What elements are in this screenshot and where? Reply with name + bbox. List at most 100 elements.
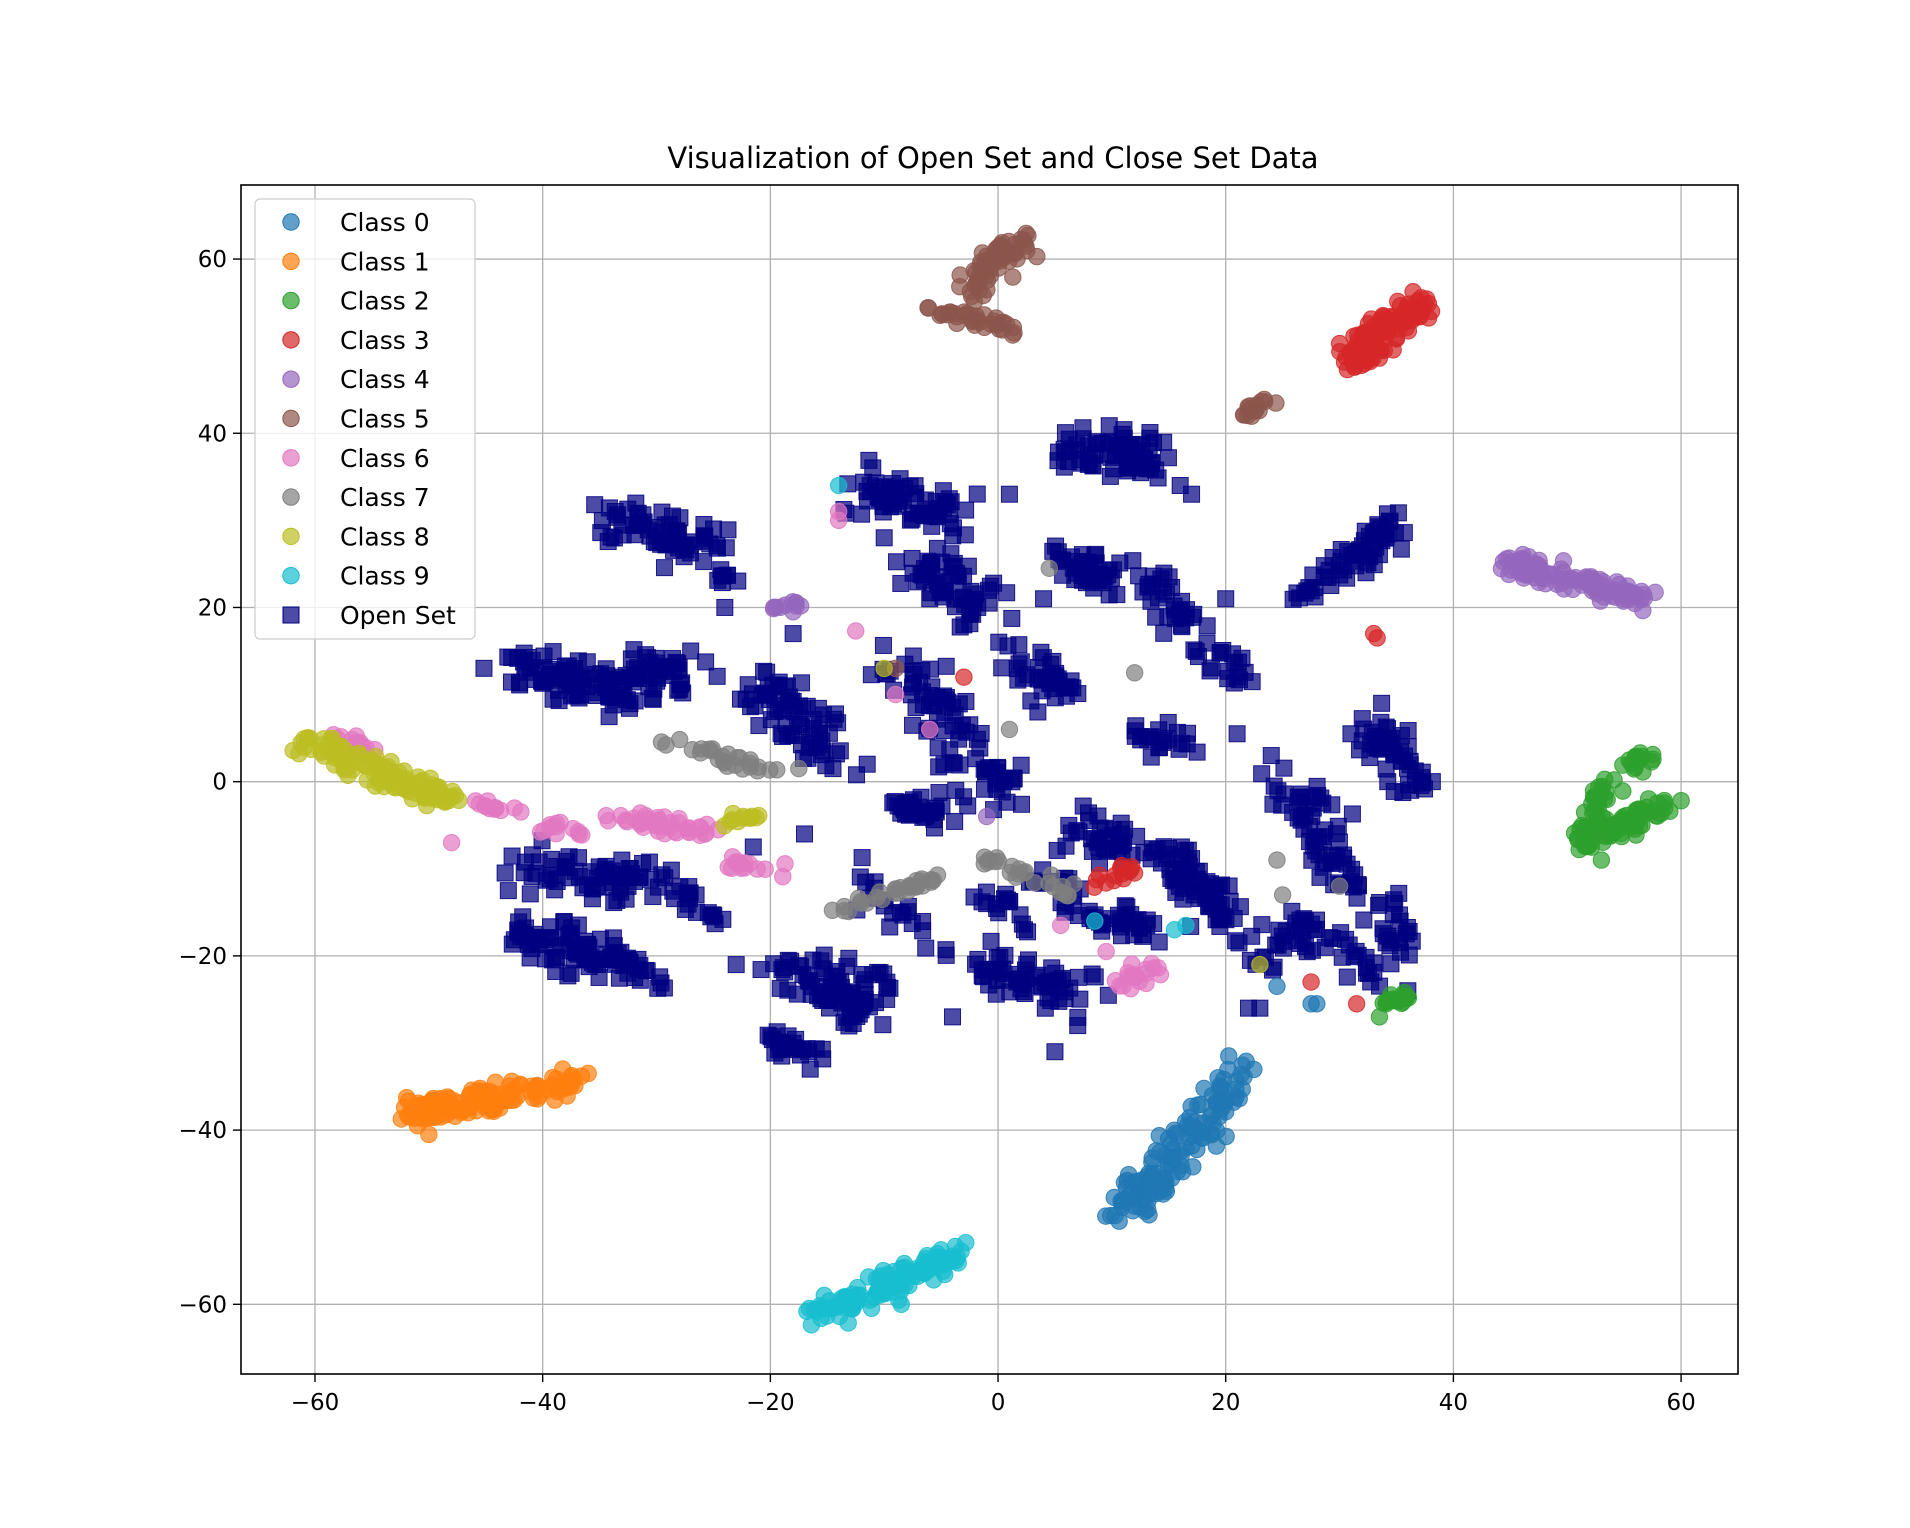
- class-9-point: [943, 1252, 961, 1271]
- open-set-point: [744, 838, 762, 856]
- class-5-point: [1004, 268, 1022, 286]
- open-set-point: [653, 531, 671, 549]
- open-set-point: [708, 537, 726, 555]
- open-set-point: [682, 544, 700, 562]
- open-set-point: [1198, 617, 1216, 635]
- class-7-point: [683, 741, 702, 759]
- open-set-point: [1089, 571, 1107, 589]
- class-4-point: [1554, 552, 1573, 570]
- class-6-point: [847, 622, 865, 640]
- y-tick-label: −20: [178, 944, 227, 970]
- open-set-point: [1343, 860, 1361, 878]
- class-0-point: [1097, 1207, 1115, 1225]
- open-set-point: [613, 851, 631, 869]
- open-set-point: [1188, 743, 1206, 761]
- class-6-point: [618, 813, 636, 831]
- class-6-point: [886, 685, 905, 704]
- y-tick-label: 20: [198, 595, 227, 621]
- open-set-point: [1000, 485, 1018, 503]
- open-set-point: [599, 878, 617, 896]
- class-7-point: [835, 901, 853, 920]
- open-set-point: [586, 496, 604, 514]
- open-set-point: [1231, 898, 1249, 916]
- open-set-point: [1141, 429, 1159, 447]
- open-set-point: [903, 549, 921, 567]
- class-6-point: [1151, 966, 1170, 984]
- class-9-point: [1086, 912, 1104, 930]
- open-set-point: [648, 654, 666, 672]
- open-set-point: [620, 951, 638, 969]
- class-5-point: [1028, 247, 1046, 266]
- class-3-point: [1370, 322, 1389, 341]
- legend-marker: [282, 449, 300, 467]
- class-8-point: [734, 807, 752, 826]
- class-3-point: [1397, 319, 1415, 337]
- open-set-point: [1313, 828, 1331, 846]
- open-set-point: [655, 979, 673, 997]
- class-7-point: [1125, 664, 1144, 682]
- class-0-point: [1165, 1149, 1183, 1168]
- open-set-point: [1224, 645, 1242, 663]
- open-set-point: [719, 521, 737, 539]
- open-set-point: [911, 673, 929, 691]
- open-set-point: [511, 676, 529, 694]
- legend-marker: [282, 488, 300, 506]
- legend-marker: [282, 213, 300, 231]
- open-set-point: [1001, 983, 1019, 1001]
- open-set-point: [1079, 804, 1097, 822]
- legend-label: Class 0: [340, 208, 430, 237]
- open-set-point: [536, 950, 554, 968]
- open-set-point: [904, 716, 922, 734]
- class-2-point: [1614, 782, 1632, 800]
- x-tick-label: 60: [1666, 1390, 1695, 1416]
- open-set-point: [784, 625, 802, 643]
- open-set-point: [968, 485, 986, 503]
- open-set-point: [523, 867, 541, 885]
- open-set-point: [1145, 843, 1163, 861]
- open-set-point: [955, 788, 973, 806]
- open-set-point: [1298, 582, 1316, 600]
- open-set-point: [867, 474, 885, 492]
- open-set-point: [1126, 727, 1144, 745]
- class-8-point: [367, 756, 385, 774]
- class-9-point: [892, 1295, 910, 1314]
- class-7-point: [907, 878, 926, 896]
- open-set-point: [1219, 662, 1237, 680]
- class-0-point: [1146, 1185, 1165, 1203]
- class-0-point: [1268, 977, 1286, 996]
- y-tick-label: 40: [198, 421, 227, 447]
- class-5-point: [919, 298, 937, 317]
- open-set-point: [1159, 730, 1177, 748]
- class-5-point: [985, 312, 1003, 330]
- class-3-point: [1347, 995, 1366, 1013]
- class-3-point: [955, 668, 973, 686]
- open-set-point: [655, 559, 673, 577]
- open-set-point: [1392, 727, 1410, 745]
- open-set-point: [642, 870, 660, 888]
- open-set-point: [999, 637, 1017, 655]
- open-set-point: [1217, 590, 1235, 608]
- open-set-point: [993, 659, 1011, 677]
- open-set-point: [1202, 659, 1220, 677]
- open-set-point: [1343, 805, 1361, 823]
- open-set-point: [924, 693, 942, 711]
- open-set-point: [944, 519, 962, 537]
- class-5-point: [1267, 394, 1285, 412]
- class-8-point: [323, 744, 341, 762]
- legend-label: Class 5: [340, 405, 430, 434]
- open-set-point: [945, 566, 963, 584]
- open-set-point: [793, 674, 811, 692]
- class-7-point: [1000, 720, 1019, 739]
- open-set-point: [892, 903, 910, 921]
- open-set-point: [855, 994, 873, 1012]
- open-set-point: [1012, 653, 1030, 671]
- open-set-point: [791, 716, 809, 734]
- legend-label: Class 7: [340, 483, 430, 512]
- open-set-point: [1069, 1017, 1087, 1035]
- open-set-point: [1062, 548, 1080, 566]
- class-7-point: [703, 740, 721, 758]
- open-set-point: [813, 1040, 831, 1058]
- class-0-point: [1203, 1086, 1222, 1105]
- open-set-point: [1056, 424, 1074, 442]
- open-set-point: [1353, 710, 1371, 728]
